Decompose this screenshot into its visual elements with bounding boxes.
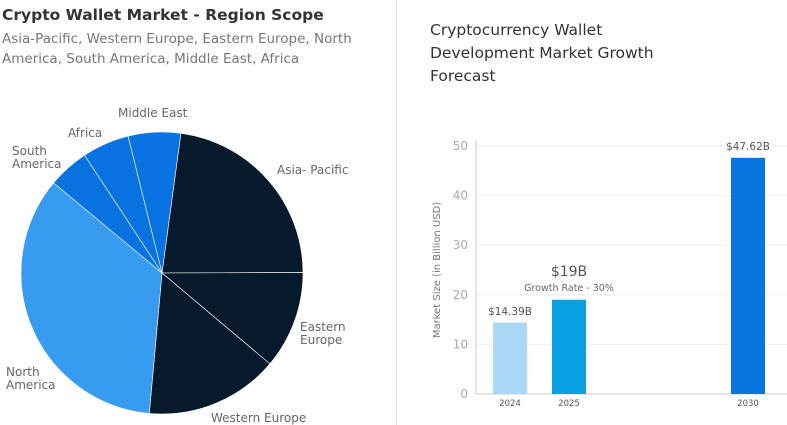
y-tick-label: 20 [453,288,468,302]
y-axis-label: Market Size (in Billion USD) [432,202,443,338]
pie-slice-eastern-europe [161,272,304,365]
pie-label: Western Europe [211,411,306,425]
y-tick-label: 50 [453,139,468,153]
pie-slice-western-europe [148,272,271,415]
pie-slice-north-america [20,182,163,414]
pie-slice-asia-pacific [161,132,304,274]
value-label-2024: $14.39B [488,306,532,318]
bar-2030 [731,157,765,394]
y-tick-label: 30 [453,238,468,252]
growth-rate-annotation: Growth Rate - 30% [524,283,614,294]
y-tick-label: 0 [460,387,468,401]
pie-label: Africa [68,126,102,140]
y-tick-label: 10 [453,337,468,351]
pie-chart-title: Crypto Wallet Market - Region Scope [2,6,324,24]
x-tick-label: 2030 [737,399,759,409]
pie-label: Europe [300,333,342,347]
pie-label: America [12,157,62,171]
pie-label: America [6,378,56,392]
pie-slice-middle-east [127,131,182,274]
pie-label: Middle East [118,106,188,120]
pie-label: South [12,144,47,158]
bar-2025 [552,299,586,394]
x-tick-label: 2024 [499,399,521,409]
bar-2024 [493,322,527,394]
value-label-2025: $19B [551,264,587,280]
pie-label: Eastern [300,320,346,334]
bar-chart-title: Cryptocurrency Wallet Development Market… [430,21,654,85]
pie-label: North [6,365,40,379]
pie-label: Asia- Pacific [277,163,348,177]
y-tick-label: 40 [453,189,468,203]
value-label-2030: $47.62B [726,141,770,153]
pie-chart-subtitle: Asia-Pacific, Western Europe, Eastern Eu… [2,31,352,67]
x-tick-label: 2025 [558,399,580,409]
divider [396,0,397,425]
